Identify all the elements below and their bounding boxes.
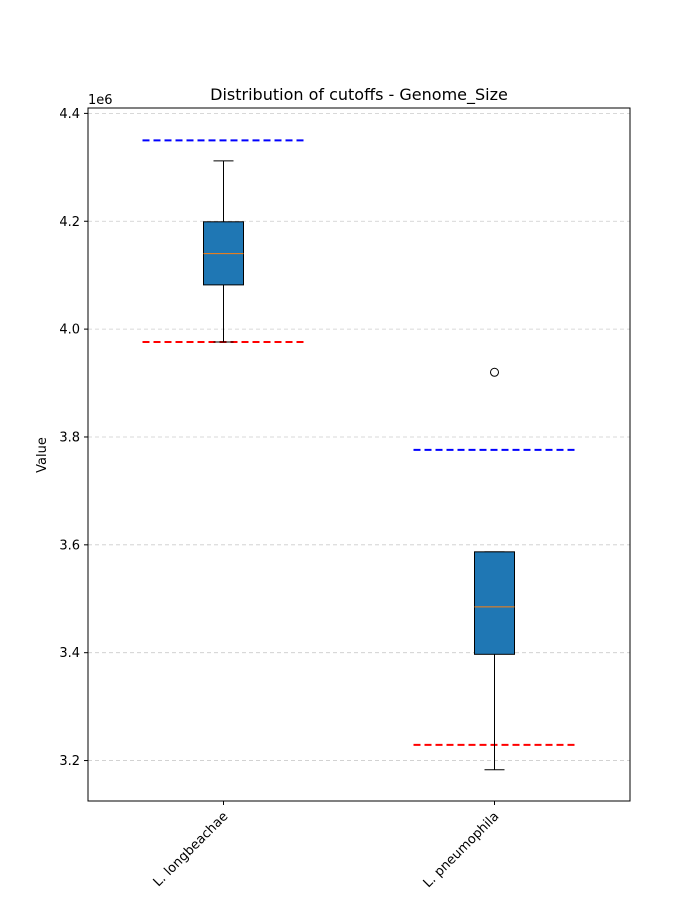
axes: 3.2 3.4 3.6 3.8 4.0 4.2 4.4 L. longbeachae L. pn… — [59, 107, 631, 891]
y-tick-label: 3.6 — [59, 538, 80, 553]
y-axis-offset-text: 1e6 — [88, 93, 113, 108]
y-tick-label: 4.2 — [59, 215, 80, 230]
plot-frame — [87, 107, 631, 802]
x-tick-label: L. longbeachae — [151, 809, 232, 890]
y-tick-label: 3.8 — [59, 430, 80, 445]
y-tick-label: 3.4 — [59, 646, 80, 661]
box-iqr — [474, 551, 515, 655]
y-tick-label: 4.0 — [59, 323, 80, 338]
y-tick-label: 4.4 — [59, 107, 80, 122]
y-tick-label: 3.2 — [59, 754, 80, 769]
outlier-point — [490, 367, 499, 377]
grid-lines — [88, 112, 630, 761]
chart-title: Distribution of cutoffs - Genome_Size — [210, 85, 508, 105]
y-axis-label: Value — [35, 437, 50, 473]
x-tick-label: L. pneumophila — [421, 809, 503, 891]
boxes — [203, 160, 515, 771]
